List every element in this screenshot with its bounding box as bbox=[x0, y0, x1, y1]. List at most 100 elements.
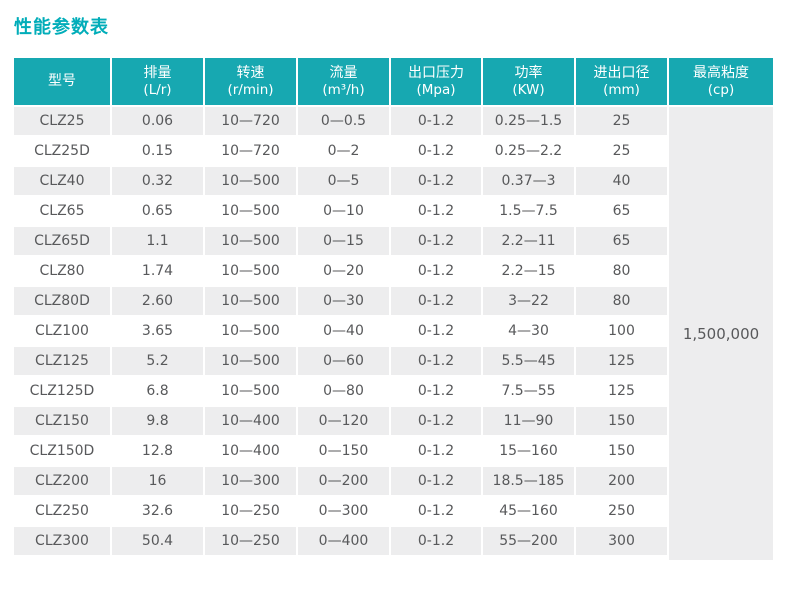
page-title: 性能参数表 bbox=[14, 17, 109, 38]
table-cell-displacement: 0.65 bbox=[112, 197, 203, 225]
table-cell-diameter: 300 bbox=[576, 527, 667, 555]
table-cell-outlet_pressure: 0-1.2 bbox=[391, 527, 481, 555]
table-cell-flow: 0—0.5 bbox=[298, 107, 389, 135]
table-cell-diameter: 125 bbox=[576, 347, 667, 375]
table-cell-power: 15—160 bbox=[483, 437, 574, 465]
column-header-4: 流量 (m³/h) bbox=[298, 58, 389, 105]
table-cell-flow: 0—300 bbox=[298, 497, 389, 525]
table-cell-diameter: 25 bbox=[576, 137, 667, 165]
table-cell-speed: 10—720 bbox=[205, 107, 296, 135]
column-label: 功率 bbox=[514, 64, 543, 81]
table-cell-diameter: 65 bbox=[576, 197, 667, 225]
table-cell-speed: 10—400 bbox=[205, 407, 296, 435]
table-cell-flow: 0—150 bbox=[298, 437, 389, 465]
table-cell-displacement: 32.6 bbox=[112, 497, 203, 525]
table-cell-displacement: 0.32 bbox=[112, 167, 203, 195]
table-cell-displacement: 6.8 bbox=[112, 377, 203, 405]
model-cell: CLZ300 bbox=[14, 527, 110, 555]
table-cell-power: 0.25—2.2 bbox=[483, 137, 574, 165]
table-cell-outlet_pressure: 0-1.2 bbox=[391, 467, 481, 495]
model-cell: CLZ25D bbox=[14, 137, 110, 165]
table-cell-speed: 10—500 bbox=[205, 347, 296, 375]
table-cell-outlet_pressure: 0-1.2 bbox=[391, 197, 481, 225]
table-cell-outlet_pressure: 0-1.2 bbox=[391, 167, 481, 195]
performance-parameter-table: 型号 排量 (L/r) 转速 (r/min) 流量 (m³/h) 出口压力 (Mpa) 功率 (KW… bbox=[12, 56, 775, 562]
table-cell-power: 0.25—1.5 bbox=[483, 107, 574, 135]
table-header: 型号 排量 (L/r) 转速 (r/min) 流量 (m³/h) 出口压力 (Mpa) 功率 (KW… bbox=[14, 58, 773, 105]
table-cell-power: 45—160 bbox=[483, 497, 574, 525]
model-cell: CLZ40 bbox=[14, 167, 110, 195]
table-cell-power: 5.5—45 bbox=[483, 347, 574, 375]
spacer-cell bbox=[298, 557, 389, 560]
table-cell-displacement: 50.4 bbox=[112, 527, 203, 555]
table-cell-flow: 0—30 bbox=[298, 287, 389, 315]
table-cell-diameter: 65 bbox=[576, 227, 667, 255]
spacer-cell bbox=[205, 557, 296, 560]
table-cell-diameter: 100 bbox=[576, 317, 667, 345]
table-cell-diameter: 25 bbox=[576, 107, 667, 135]
table-cell-speed: 10—720 bbox=[205, 137, 296, 165]
table-cell-speed: 10—500 bbox=[205, 167, 296, 195]
header-row: 型号 排量 (L/r) 转速 (r/min) 流量 (m³/h) 出口压力 (Mpa) 功率 (KW… bbox=[14, 58, 773, 105]
table-body: CLZ25 0.06 10—720 0—0.5 0-1.2 0.25—1.5 25 1,500… bbox=[14, 107, 773, 560]
table-cell-diameter: 150 bbox=[576, 407, 667, 435]
spacer-row bbox=[14, 557, 773, 560]
table-row-CLZ150D: CLZ150D 12.8 10—400 0—150 0-1.2 15—160 150 bbox=[14, 437, 773, 465]
table-cell-diameter: 125 bbox=[576, 377, 667, 405]
table-cell-speed: 10—500 bbox=[205, 317, 296, 345]
table-cell-outlet_pressure: 0-1.2 bbox=[391, 497, 481, 525]
table-cell-outlet_pressure: 0-1.2 bbox=[391, 227, 481, 255]
column-header-8: 最高粘度 (cp) bbox=[669, 58, 773, 105]
table-cell-diameter: 80 bbox=[576, 287, 667, 315]
table-cell-displacement: 9.8 bbox=[112, 407, 203, 435]
spacer-cell bbox=[391, 557, 481, 560]
table-cell-diameter: 40 bbox=[576, 167, 667, 195]
column-label: 进出口径 bbox=[593, 64, 650, 81]
table-cell-power: 4—30 bbox=[483, 317, 574, 345]
table-cell-speed: 10—300 bbox=[205, 467, 296, 495]
model-cell: CLZ65D bbox=[14, 227, 110, 255]
table-cell-displacement: 3.65 bbox=[112, 317, 203, 345]
table-cell-outlet_pressure: 0-1.2 bbox=[391, 437, 481, 465]
table-cell-power: 11—90 bbox=[483, 407, 574, 435]
column-header-1: 型号 bbox=[14, 58, 110, 105]
table-row-CLZ80D: CLZ80D 2.60 10—500 0—30 0-1.2 3—22 80 bbox=[14, 287, 773, 315]
table-cell-outlet_pressure: 0-1.2 bbox=[391, 347, 481, 375]
table-cell-displacement: 5.2 bbox=[112, 347, 203, 375]
table-cell-diameter: 150 bbox=[576, 437, 667, 465]
column-label: 排量 bbox=[143, 64, 172, 81]
table-cell-outlet_pressure: 0-1.2 bbox=[391, 257, 481, 285]
table-cell-speed: 10—500 bbox=[205, 227, 296, 255]
table-cell-outlet_pressure: 0-1.2 bbox=[391, 107, 481, 135]
table-row-CLZ300: CLZ300 50.4 10—250 0—400 0-1.2 55—200 300 bbox=[14, 527, 773, 555]
table-cell-flow: 0—80 bbox=[298, 377, 389, 405]
table-cell-displacement: 1.74 bbox=[112, 257, 203, 285]
table-cell-diameter: 200 bbox=[576, 467, 667, 495]
table-cell-speed: 10—500 bbox=[205, 257, 296, 285]
table-cell-outlet_pressure: 0-1.2 bbox=[391, 407, 481, 435]
table-cell-displacement: 0.06 bbox=[112, 107, 203, 135]
model-cell: CLZ150D bbox=[14, 437, 110, 465]
column-unit: (cp) bbox=[707, 81, 735, 98]
table-cell-speed: 10—500 bbox=[205, 287, 296, 315]
table-cell-displacement: 2.60 bbox=[112, 287, 203, 315]
table-row-CLZ25D: CLZ25D 0.15 10—720 0—2 0-1.2 0.25—2.2 25 bbox=[14, 137, 773, 165]
table-cell-speed: 10—250 bbox=[205, 527, 296, 555]
table-row-CLZ150: CLZ150 9.8 10—400 0—120 0-1.2 11—90 150 bbox=[14, 407, 773, 435]
column-unit: (Mpa) bbox=[416, 81, 456, 98]
column-unit: (r/min) bbox=[227, 81, 274, 98]
table-row-CLZ100: CLZ100 3.65 10—500 0—40 0-1.2 4—30 100 bbox=[14, 317, 773, 345]
table-cell-flow: 0—120 bbox=[298, 407, 389, 435]
table-row-CLZ250: CLZ250 32.6 10—250 0—300 0-1.2 45—160 250 bbox=[14, 497, 773, 525]
table-row-CLZ125D: CLZ125D 6.8 10—500 0—80 0-1.2 7.5—55 125 bbox=[14, 377, 773, 405]
column-label: 最高粘度 bbox=[693, 64, 749, 81]
table-cell-power: 0.37—3 bbox=[483, 167, 574, 195]
column-header-6: 功率 (KW) bbox=[483, 58, 574, 105]
column-header-7: 进出口径 (mm) bbox=[576, 58, 667, 105]
model-cell: CLZ200 bbox=[14, 467, 110, 495]
table-cell-power: 2.2—15 bbox=[483, 257, 574, 285]
table-cell-flow: 0—400 bbox=[298, 527, 389, 555]
spacer-cell bbox=[576, 557, 667, 560]
table-cell-outlet_pressure: 0-1.2 bbox=[391, 287, 481, 315]
table-row-CLZ65: CLZ65 0.65 10—500 0—10 0-1.2 1.5—7.5 65 bbox=[14, 197, 773, 225]
